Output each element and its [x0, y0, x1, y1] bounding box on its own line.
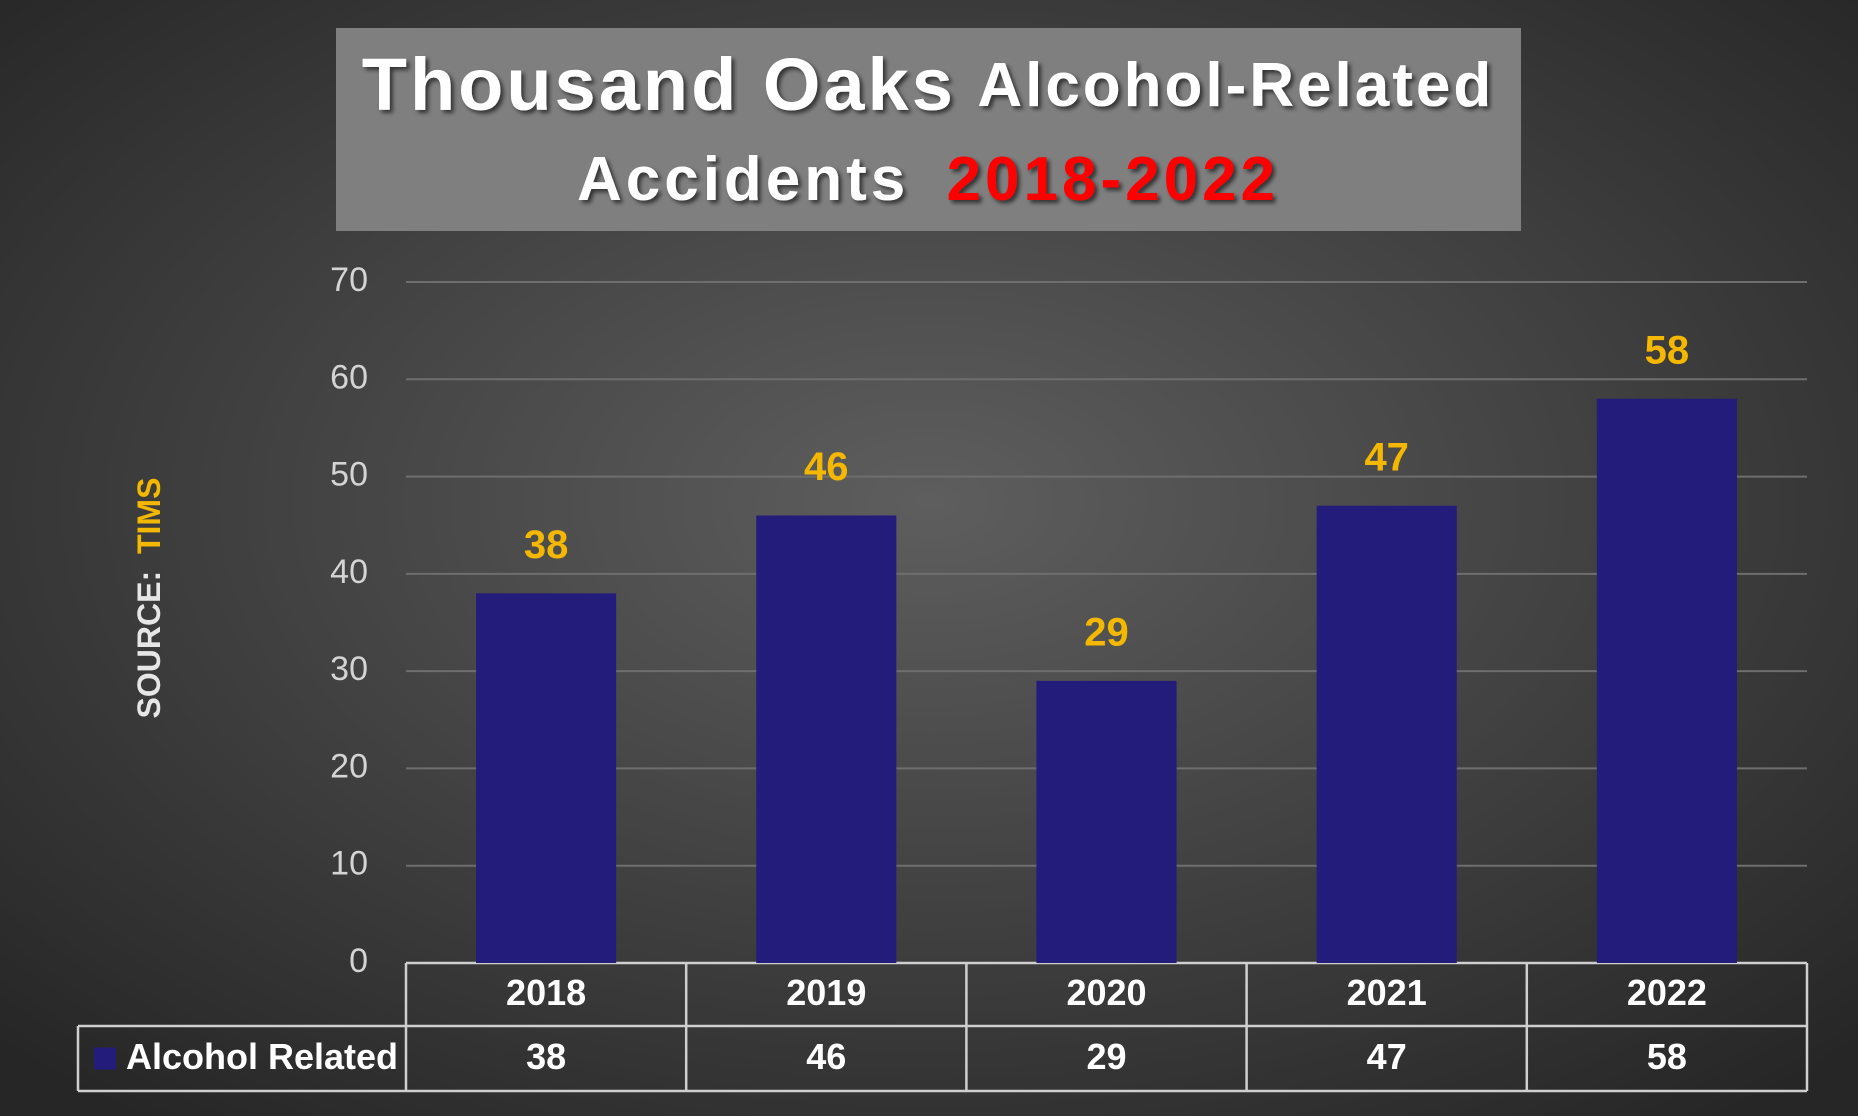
legend-label: Alcohol Related [126, 1036, 398, 1077]
y-tick-label: 40 [330, 553, 368, 591]
y-tick-label: 20 [330, 747, 368, 785]
table-value: 47 [1367, 1036, 1407, 1077]
y-tick-label: 70 [330, 261, 368, 299]
x-tick-label: 2022 [1627, 972, 1707, 1013]
table-value: 38 [526, 1036, 566, 1077]
y-tick-label: 50 [330, 456, 368, 494]
bar [756, 515, 897, 963]
table-value: 29 [1086, 1036, 1126, 1077]
table-value: 46 [806, 1036, 846, 1077]
title-part: Alcohol-Related [977, 51, 1494, 120]
y-tick-label: 30 [330, 650, 368, 688]
table-value: 58 [1647, 1036, 1687, 1077]
bar [476, 593, 617, 963]
bar [1316, 505, 1457, 963]
source-note: SOURCE: TIMS [131, 478, 167, 719]
y-tick-label: 0 [349, 942, 368, 980]
chart-title: Thousand Oaks Alcohol-Related [362, 43, 1495, 126]
title-part: 2018-2022 [947, 145, 1280, 214]
legend-swatch [94, 1047, 116, 1070]
y-tick-label: 60 [330, 358, 368, 396]
y-tick-label: 10 [330, 845, 368, 883]
data-label: 29 [1084, 610, 1129, 654]
x-tick-label: 2018 [506, 972, 586, 1013]
title-part: Accidents [577, 145, 909, 214]
source-label: SOURCE: [131, 571, 167, 719]
data-label: 38 [524, 523, 569, 567]
bar [1596, 398, 1737, 963]
x-tick-label: 2019 [786, 972, 866, 1013]
x-tick-label: 2020 [1066, 972, 1146, 1013]
x-tick-label: 2021 [1347, 972, 1427, 1013]
data-label: 46 [804, 445, 849, 489]
data-label: 47 [1364, 435, 1409, 479]
title-box [336, 28, 1521, 231]
source: TIMS [131, 478, 167, 554]
bar [1036, 680, 1177, 963]
chart-title: Accidents 2018-2022 [577, 145, 1279, 214]
data-label: 58 [1645, 328, 1690, 372]
title-part: Thousand Oaks [362, 43, 956, 126]
